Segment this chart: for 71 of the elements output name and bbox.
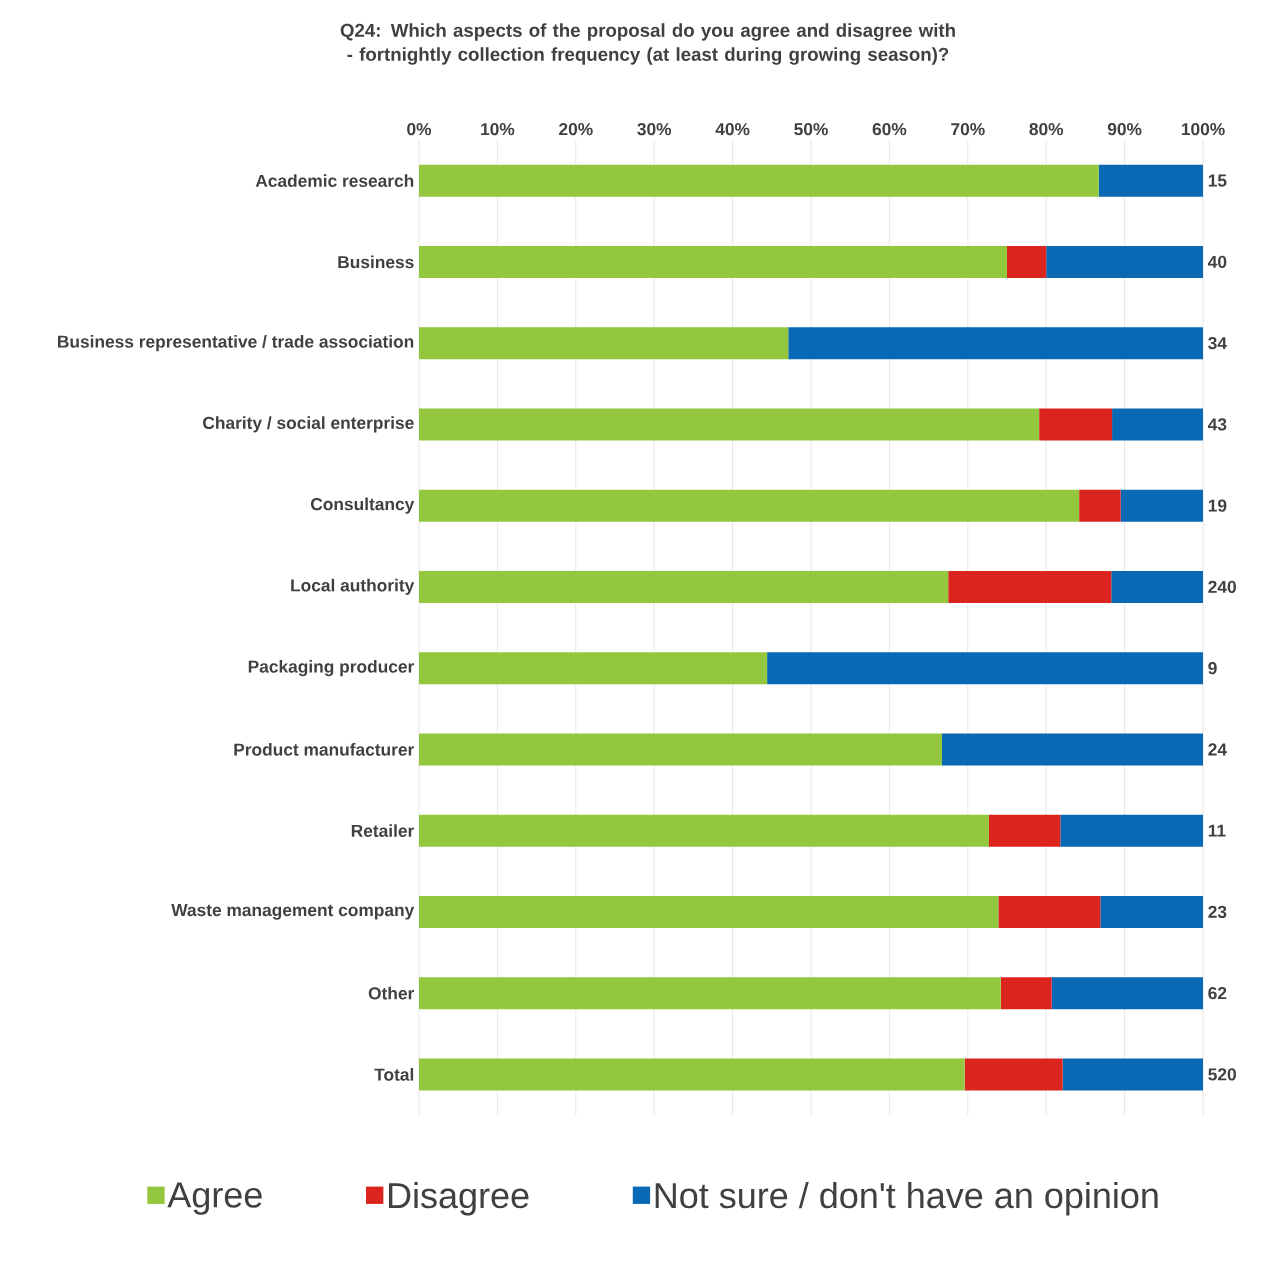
bar [1112,408,1204,441]
text: 240 [1208,580,1236,594]
bar [788,327,1204,360]
y-tick-label: Other [368,986,415,1000]
bar [1120,489,1204,522]
x-tick-label: 0% [407,123,432,136]
y-tick-label: Business representative / trade association [58,335,414,352]
y-tick-label: Packaging producer [248,660,415,677]
bar [988,814,1061,847]
bar [941,733,1204,766]
bar [419,977,1001,1010]
text: 24 [1208,743,1227,756]
y-tick-label: Charity / social enterprise [203,416,414,433]
text: 9 [1208,661,1217,675]
x-tick-label: 30% [637,122,672,136]
bar [419,652,768,685]
x-tick-label: 40% [715,123,750,136]
y-tick-label: Academic research [255,174,414,187]
bar [998,895,1101,928]
bar [419,733,942,766]
bar [1000,977,1052,1010]
y-tick-label: Total [374,1068,414,1081]
text: 15 [1208,174,1227,187]
x-tick-label: 90% [1107,123,1142,136]
bar [419,895,999,928]
bar [1051,977,1204,1010]
bar [419,164,1099,197]
bar [1046,245,1204,278]
y-tick-label: Retailer [351,824,415,837]
text: 62 [1208,986,1227,1000]
bar [1098,164,1204,197]
x-tick-label: 100% [1181,123,1225,136]
x-tick-label: 60% [872,123,907,136]
x-tick-label: 50% [794,123,828,136]
x-tick-label: 10% [481,123,515,136]
text: 520 [1208,1068,1236,1081]
bar [1039,408,1113,441]
y-tick-label: Product manufacturer [234,743,415,756]
bar [419,408,1040,441]
bar [419,489,1080,522]
chart-title: Q24: Which aspects of the proposal do you agree and disagree with - fortnightly collection frequency (at least during growing season)? [340,23,955,65]
text: 19 [1208,499,1227,512]
bar [1100,895,1204,928]
y-tick-label: Local authority [291,578,415,595]
text: 43 [1207,418,1227,431]
bar [419,327,789,360]
bar [1111,570,1204,603]
text: 40 [1207,255,1227,269]
bar [419,814,989,847]
bar [419,245,1008,278]
bar [767,652,1204,685]
bar [1062,1058,1204,1091]
legend-label: Agree [167,1182,262,1215]
bar [948,570,1112,603]
y-tick-label: Consultancy [310,497,415,514]
legend-label: Disagree [388,1181,529,1216]
bar [1079,489,1121,522]
bar [419,1058,965,1091]
text: 23 [1208,905,1227,919]
bar [964,1058,1063,1091]
y-tick-label: Waste management company [171,904,415,920]
text: 11 [1208,824,1226,837]
x-tick-label: 20% [559,123,593,136]
bar [1060,814,1204,847]
bar [1007,245,1047,278]
x-tick-label: 80% [1029,123,1064,136]
bar [419,570,949,603]
text: 34 [1208,336,1227,350]
y-tick-label: Business [338,255,414,269]
legend-label: Not sure / don't have an opinion [655,1181,1158,1216]
x-tick-label: 70% [951,123,985,136]
